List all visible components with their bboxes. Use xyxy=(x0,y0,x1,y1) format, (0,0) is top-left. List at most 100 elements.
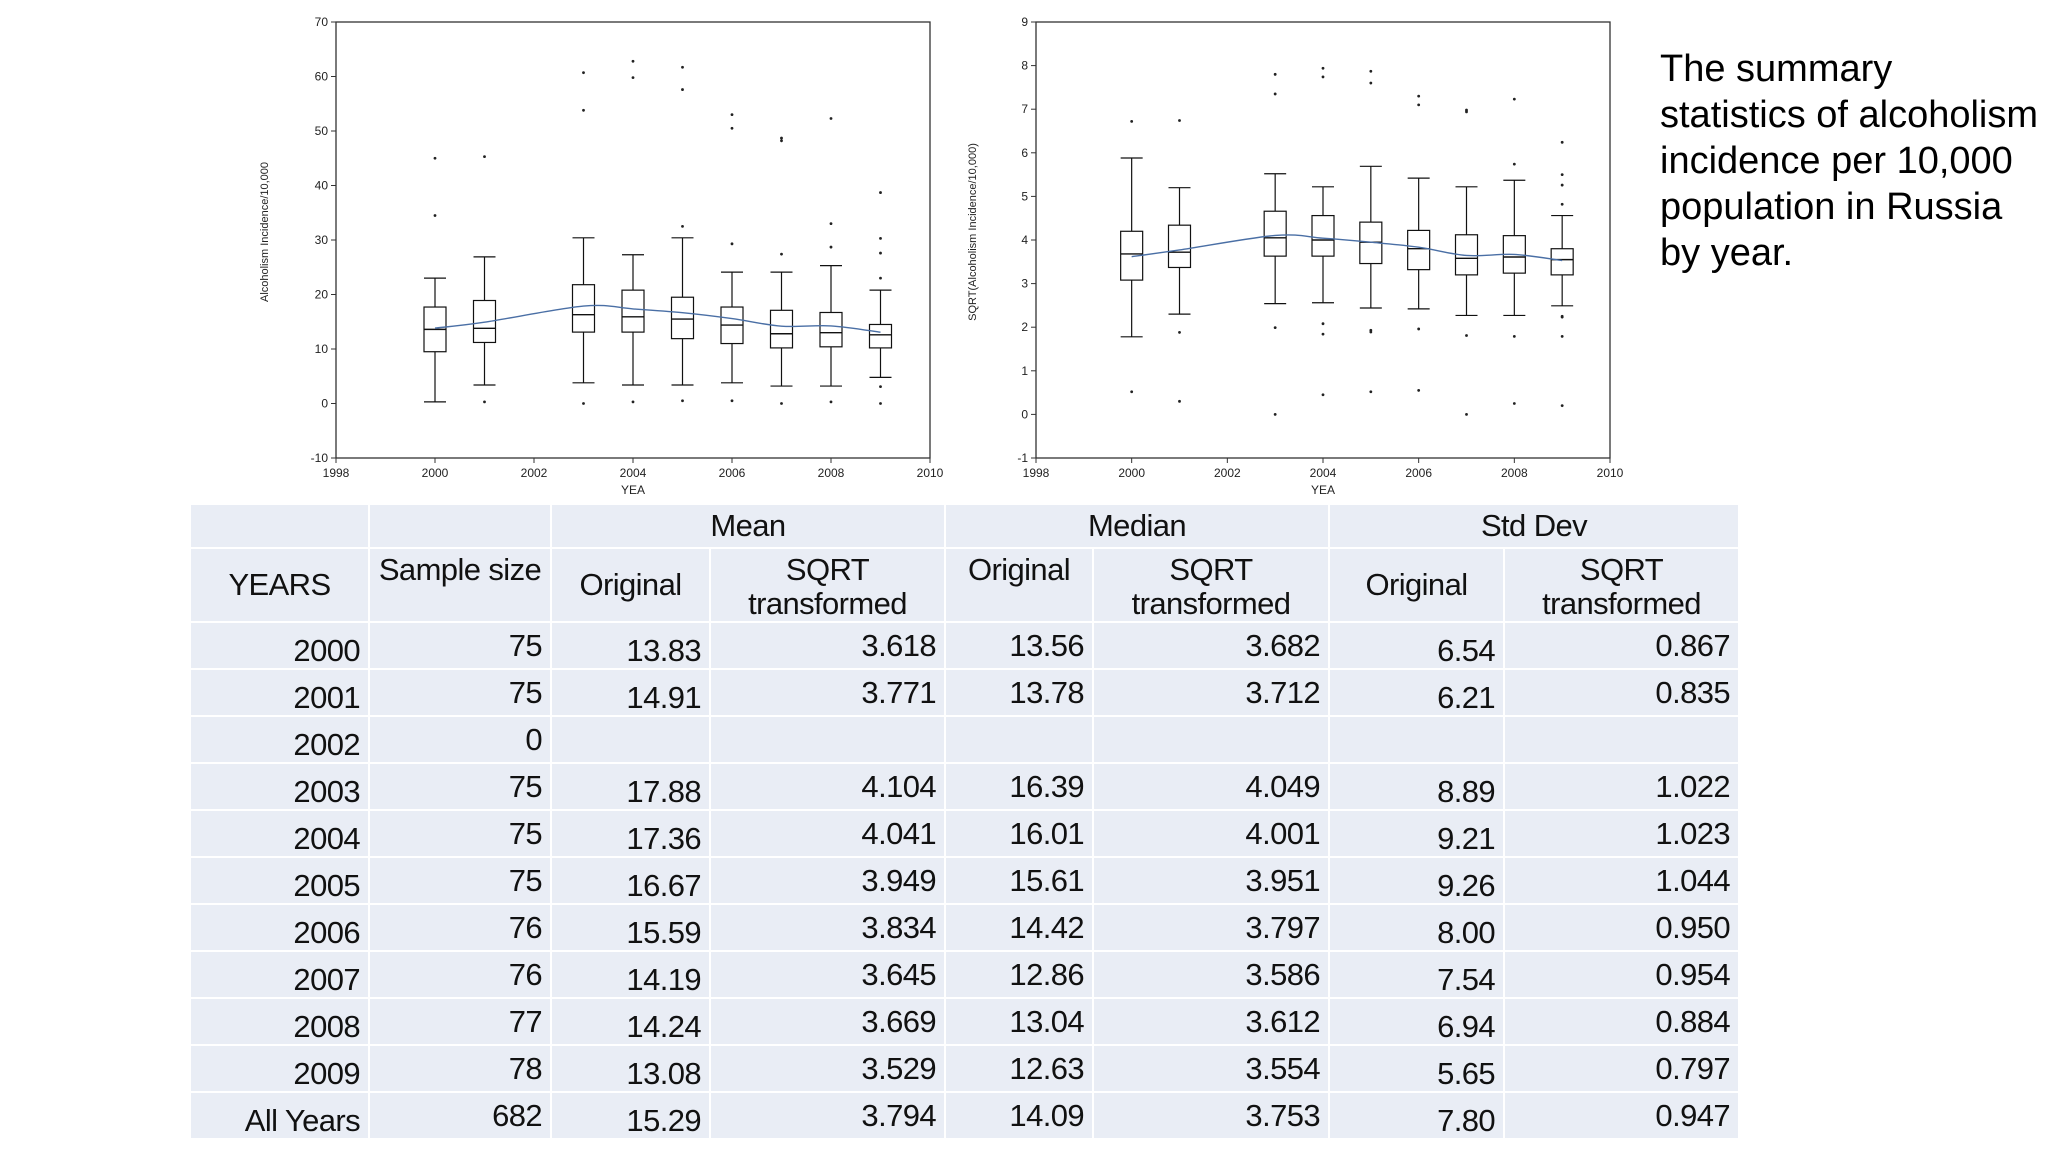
cell-std-sqrt: 0.797 xyxy=(1503,1044,1740,1093)
header-std-original: Original xyxy=(1328,547,1505,623)
cell-sample-size: 0 xyxy=(368,715,552,764)
cell-mean-sqrt: 4.104 xyxy=(709,762,946,811)
box-2000 xyxy=(423,156,447,403)
header-median-sqrt: SQRT transformed xyxy=(1092,547,1330,623)
outlier-point xyxy=(1369,328,1373,332)
table-row: 2008 77 14.24 3.669 13.04 3.612 6.94 0.884 xyxy=(189,997,1740,1046)
cell-median-sqrt: 3.951 xyxy=(1092,856,1330,905)
y-tick-label: 3 xyxy=(1021,277,1028,291)
outlier-point xyxy=(780,252,783,256)
header-median: Median xyxy=(944,503,1330,549)
outlier-point xyxy=(1273,413,1277,416)
outlier-point xyxy=(483,400,486,404)
cell-median-sqrt: 3.554 xyxy=(1092,1044,1330,1093)
cell-std-sqrt: 1.023 xyxy=(1503,809,1740,858)
cell-median-sqrt: 3.586 xyxy=(1092,950,1330,999)
y-tick-label: 60 xyxy=(315,70,329,84)
cell-std-sqrt: 0.884 xyxy=(1503,997,1740,1046)
cell-year: 2007 xyxy=(189,950,370,999)
cell-sample-size: 75 xyxy=(368,762,552,811)
outlier-point xyxy=(433,156,437,160)
cell-mean-original: 14.91 xyxy=(550,668,711,717)
cell-mean-sqrt: 3.529 xyxy=(709,1044,946,1093)
y-tick-label: 20 xyxy=(315,288,329,302)
cell-median-original: 16.39 xyxy=(944,762,1094,811)
outlier-point xyxy=(631,59,635,63)
table-row: 2001 75 14.91 3.771 13.78 3.712 6.21 0.835 xyxy=(189,668,1740,717)
cell-median-original: 13.78 xyxy=(944,668,1094,717)
box-2007 xyxy=(769,136,794,405)
cell-std-original: 9.21 xyxy=(1328,809,1505,858)
outlier-point xyxy=(879,236,882,240)
cell-mean-original: 16.67 xyxy=(550,856,711,905)
cell-median-sqrt: 4.049 xyxy=(1092,762,1330,811)
group-header-row: Mean Median Std Dev xyxy=(189,503,1740,549)
boxplot-sqrt: -1 0 1 2 3 4 5 6 7 8 9 1998 2000 2002 2004 2006 2008 2010… xyxy=(967,15,1624,497)
cell-std-sqrt: 1.044 xyxy=(1503,856,1740,905)
outlier-point xyxy=(1321,322,1325,326)
iqr-box xyxy=(769,309,794,349)
outlier-point xyxy=(1560,314,1564,318)
cell-mean-original: 15.59 xyxy=(550,903,711,952)
empty-cell xyxy=(368,503,552,549)
cell-std-sqrt: 0.947 xyxy=(1503,1091,1740,1140)
box-2006 xyxy=(720,113,744,403)
cell-sample-size: 76 xyxy=(368,950,552,999)
outlier-point xyxy=(1369,69,1373,73)
cell-sample-size: 77 xyxy=(368,997,552,1046)
cell-std-original: 5.65 xyxy=(1328,1044,1505,1093)
y-tick-label: 5 xyxy=(1021,189,1028,203)
iqr-box xyxy=(571,284,596,333)
cell-year: 2001 xyxy=(189,668,370,717)
outlier-point xyxy=(1465,108,1468,112)
cell-median-sqrt: 3.682 xyxy=(1092,621,1330,670)
cell-median-original xyxy=(944,715,1094,764)
outlier-point xyxy=(1321,75,1325,79)
summary-table: Mean Median Std Dev YEARS Sample size Or… xyxy=(189,503,1740,1140)
y-tick-label: 0 xyxy=(1021,407,1028,421)
outlier-point xyxy=(1321,66,1325,70)
iqr-box xyxy=(1311,214,1335,257)
cell-std-sqrt: 0.867 xyxy=(1503,621,1740,670)
outlier-point xyxy=(730,113,734,117)
cell-year: 2004 xyxy=(189,809,370,858)
cell-mean-original: 14.19 xyxy=(550,950,711,999)
cell-mean-sqrt: 3.834 xyxy=(709,903,946,952)
iqr-box xyxy=(819,311,843,348)
table-row: 2002 0 xyxy=(189,715,1740,764)
y-tick-label: 4 xyxy=(1021,233,1028,247)
cell-sample-size: 78 xyxy=(368,1044,552,1093)
cell-sample-size: 682 xyxy=(368,1091,552,1140)
header-std-sqrt: SQRT transformed xyxy=(1503,547,1740,623)
box-2004 xyxy=(621,59,645,404)
cell-mean-sqrt: 3.645 xyxy=(709,950,946,999)
cell-std-original: 7.80 xyxy=(1328,1091,1505,1140)
outlier-point xyxy=(1273,326,1277,330)
iqr-box xyxy=(621,289,645,333)
iqr-box xyxy=(1167,224,1192,269)
y-tick-label: 7 xyxy=(1021,102,1028,116)
cell-median-original: 13.56 xyxy=(944,621,1094,670)
y-axis-label: Alcoholism Incidence/10,000 xyxy=(259,162,271,302)
outlier-point xyxy=(879,276,882,280)
outlier-point xyxy=(1560,140,1564,144)
cell-median-sqrt: 3.797 xyxy=(1092,903,1330,952)
header-mean-sqrt: SQRT transformed xyxy=(709,547,946,623)
x-tick-label: 2006 xyxy=(1405,466,1432,480)
cell-year: 2006 xyxy=(189,903,370,952)
y-tick-label: 50 xyxy=(315,124,329,138)
cell-mean-sqrt xyxy=(709,715,946,764)
outlier-point xyxy=(1273,72,1277,76)
header-years: YEARS xyxy=(189,547,370,623)
cell-std-sqrt: 0.954 xyxy=(1503,950,1740,999)
cell-mean-original: 17.36 xyxy=(550,809,711,858)
outlier-point xyxy=(730,399,734,403)
box-2009 xyxy=(868,191,893,405)
table-row: 2003 75 17.88 4.104 16.39 4.049 8.89 1.022 xyxy=(189,762,1740,811)
outlier-point xyxy=(879,191,882,194)
y-tick-label: 8 xyxy=(1021,59,1028,73)
box-2005 xyxy=(1359,69,1383,394)
cell-median-sqrt: 3.712 xyxy=(1092,668,1330,717)
header-median-original: Original xyxy=(944,547,1094,623)
plot-frame xyxy=(335,21,931,459)
